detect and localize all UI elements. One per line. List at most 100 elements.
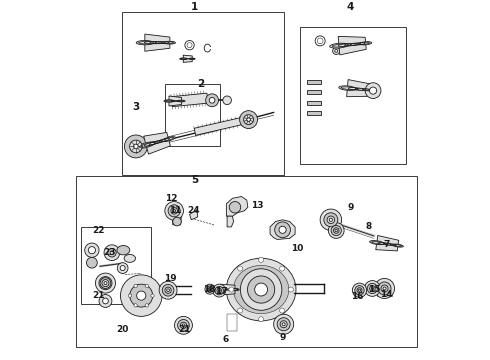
Text: 9: 9 [279,333,286,342]
Polygon shape [183,55,192,62]
Polygon shape [346,80,372,97]
Circle shape [238,266,243,271]
Ellipse shape [369,240,384,245]
Circle shape [238,308,243,313]
Circle shape [99,294,112,307]
Circle shape [134,144,138,149]
Circle shape [328,222,344,238]
Polygon shape [173,213,181,225]
Circle shape [381,285,388,292]
Circle shape [259,257,264,262]
Circle shape [247,118,250,121]
Circle shape [374,278,394,298]
Ellipse shape [339,86,356,90]
Circle shape [207,286,213,292]
Polygon shape [190,210,198,220]
Circle shape [282,323,285,326]
Circle shape [102,280,109,287]
Circle shape [378,282,391,295]
Circle shape [383,287,386,290]
Circle shape [100,278,111,288]
Text: 19: 19 [164,274,176,283]
Polygon shape [227,216,234,227]
Circle shape [182,324,185,327]
Ellipse shape [164,41,175,44]
Ellipse shape [392,244,403,247]
Text: 1: 1 [191,2,198,12]
Circle shape [215,287,223,295]
Circle shape [209,98,215,103]
Circle shape [280,266,285,271]
Text: 7: 7 [383,240,390,249]
Text: 20: 20 [117,325,129,334]
Circle shape [369,286,375,291]
Bar [307,101,321,105]
Circle shape [280,321,287,328]
Circle shape [104,282,107,285]
Circle shape [331,225,342,236]
Ellipse shape [233,265,289,314]
Ellipse shape [226,258,296,321]
Circle shape [88,247,96,254]
Ellipse shape [178,100,185,102]
Text: 18: 18 [203,285,216,294]
Ellipse shape [137,142,155,148]
Ellipse shape [117,246,130,255]
Text: 24: 24 [187,206,199,215]
Polygon shape [144,132,171,154]
Circle shape [229,287,234,292]
Ellipse shape [162,137,175,141]
Circle shape [87,257,97,268]
Circle shape [223,96,231,104]
Circle shape [320,209,342,230]
Text: 9: 9 [347,203,354,212]
Bar [81,227,151,304]
Circle shape [167,289,170,292]
Circle shape [171,208,177,214]
Circle shape [102,298,108,304]
Bar [227,314,237,332]
Circle shape [255,283,268,296]
Circle shape [355,285,364,295]
Text: 15: 15 [368,285,381,294]
Circle shape [104,245,120,261]
Ellipse shape [136,41,153,45]
Circle shape [369,87,377,94]
Bar [377,282,392,296]
Circle shape [357,288,362,293]
Bar [307,111,321,115]
Circle shape [218,290,220,292]
Polygon shape [169,96,181,106]
Polygon shape [220,284,235,295]
Circle shape [327,216,335,224]
Polygon shape [226,197,248,216]
Ellipse shape [164,100,174,102]
Circle shape [371,287,373,290]
Circle shape [151,294,154,297]
Circle shape [173,217,181,226]
Circle shape [358,289,361,291]
Circle shape [206,94,219,107]
Circle shape [85,243,99,257]
Circle shape [165,202,183,220]
Circle shape [108,248,116,257]
Text: 13: 13 [251,201,264,210]
Circle shape [168,205,180,217]
Bar [307,90,321,94]
Text: 4: 4 [347,2,354,12]
Ellipse shape [180,58,187,60]
Circle shape [145,284,148,288]
Ellipse shape [189,58,195,59]
Bar [165,84,220,147]
Polygon shape [338,36,366,55]
Circle shape [333,47,340,54]
Text: 21: 21 [178,325,191,334]
Ellipse shape [215,288,226,291]
Circle shape [365,280,380,296]
Circle shape [99,276,112,289]
Text: 23: 23 [103,248,116,257]
Polygon shape [376,235,399,251]
Text: 3: 3 [132,102,140,112]
Text: 22: 22 [92,226,104,235]
Circle shape [275,222,291,238]
